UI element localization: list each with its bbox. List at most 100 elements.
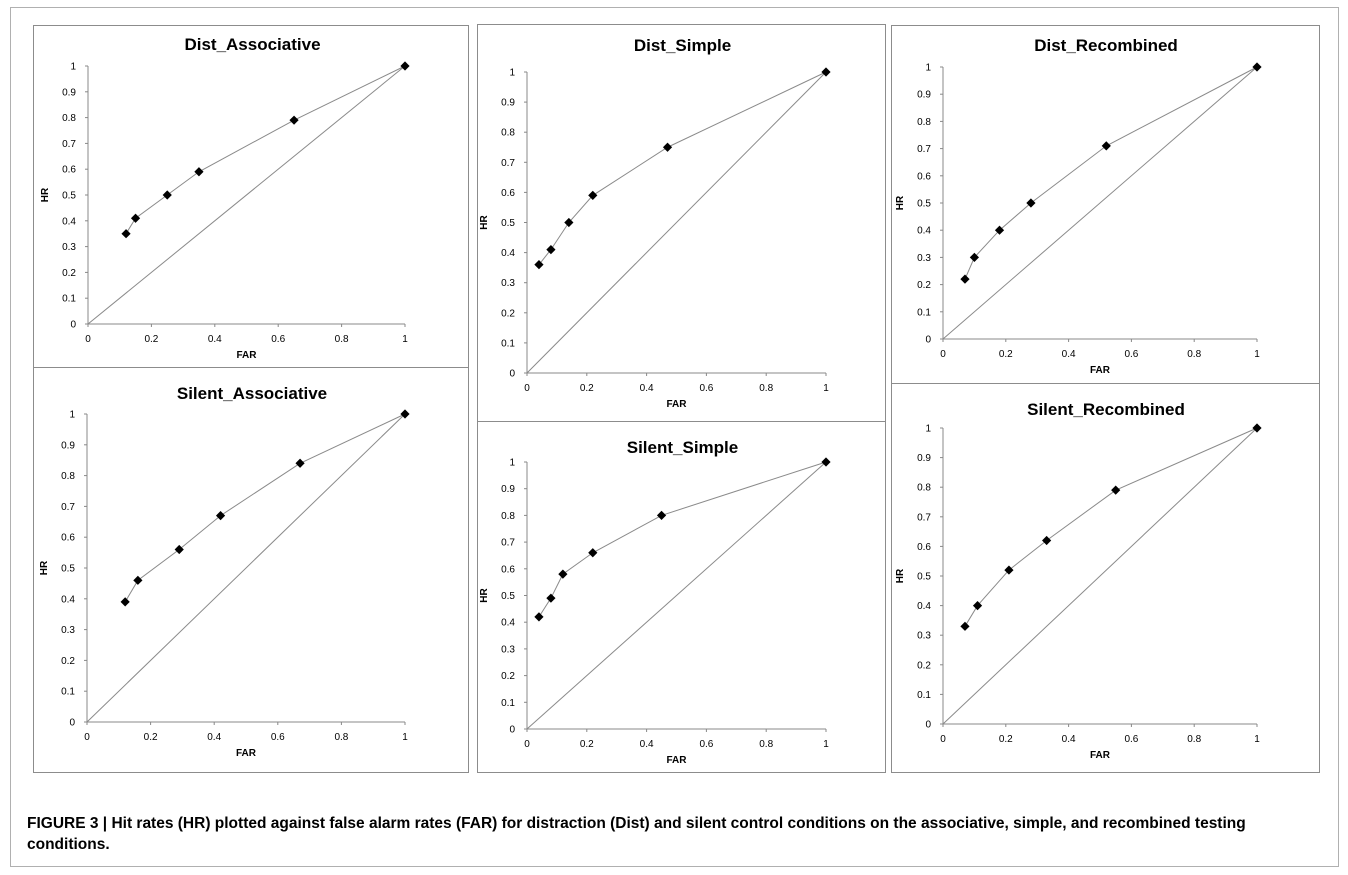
series-line bbox=[964, 427, 1258, 627]
figure-frame bbox=[10, 7, 1339, 867]
y-tick-label: 0.2 bbox=[917, 660, 931, 671]
y-tick-label: 0 bbox=[509, 725, 515, 736]
y-tick-label: 0.2 bbox=[917, 280, 931, 291]
x-tick-label: 0 bbox=[940, 349, 946, 360]
y-tick-label: 0.4 bbox=[61, 594, 75, 605]
y-tick-label: 0.1 bbox=[917, 307, 931, 318]
y-tick-label: 0.3 bbox=[501, 644, 515, 655]
x-tick-label: 0.2 bbox=[580, 739, 594, 750]
y-tick-label: 1 bbox=[509, 458, 515, 469]
x-tick-label: 0.4 bbox=[207, 732, 221, 743]
y-tick-label: 0.3 bbox=[501, 278, 515, 289]
data-point-marker bbox=[215, 511, 226, 521]
x-tick-label: 0 bbox=[940, 734, 946, 745]
chart-title: Silent_Recombined bbox=[1027, 400, 1185, 419]
y-tick-label: 0 bbox=[69, 718, 75, 729]
y-tick-label: 0.6 bbox=[501, 188, 515, 199]
x-tick-label: 0.4 bbox=[640, 739, 654, 750]
y-tick-label: 0.9 bbox=[917, 453, 931, 464]
y-tick-label: 0.8 bbox=[501, 128, 515, 139]
y-tick-label: 0.9 bbox=[501, 98, 515, 109]
data-point-marker bbox=[546, 244, 556, 255]
chart-svg: Silent_Recombined 0 0.1 0.2 0.3 0.4 0.5 0.6 0.7 0… bbox=[895, 400, 1262, 761]
y-tick-label: 1 bbox=[509, 68, 515, 79]
chart-panel-dist-recombined: Dist_Recombined 0 0.1 0.2 0.3 0.4 0.5 0.6 0.7 0.8… bbox=[891, 25, 1320, 384]
chart-title: Silent_Associative bbox=[177, 384, 327, 403]
x-tick-label: 0.8 bbox=[1187, 734, 1201, 745]
y-axis-label: HR bbox=[479, 588, 490, 603]
data-point-marker bbox=[821, 457, 831, 467]
y-tick-label: 0.6 bbox=[917, 542, 931, 553]
series-line bbox=[538, 461, 827, 618]
y-tick-label: 1 bbox=[925, 63, 931, 74]
y-tick-label: 0.1 bbox=[501, 338, 515, 349]
x-tick-label: 0.6 bbox=[271, 732, 285, 743]
x-tick-label: 0.6 bbox=[271, 334, 285, 345]
data-point-marker bbox=[558, 569, 568, 579]
y-tick-label: 0.4 bbox=[501, 248, 515, 259]
x-tick-label: 0.8 bbox=[335, 334, 349, 345]
figure-caption: FIGURE 3 | Hit rates (HR) plotted agains… bbox=[27, 813, 1317, 855]
data-point-marker bbox=[1042, 535, 1052, 546]
data-point-marker bbox=[130, 213, 141, 223]
x-tick-label: 0.4 bbox=[1062, 734, 1076, 745]
y-tick-label: 0.2 bbox=[501, 308, 515, 319]
series-line bbox=[964, 66, 1258, 280]
y-tick-label: 0.8 bbox=[917, 483, 931, 494]
series-line bbox=[125, 65, 406, 234]
data-point-marker bbox=[960, 621, 970, 631]
x-tick-label: 0.2 bbox=[144, 334, 158, 345]
data-point-marker bbox=[1101, 141, 1111, 151]
x-axis-label: FAR bbox=[667, 399, 688, 410]
x-tick-label: 0.8 bbox=[759, 739, 773, 750]
y-tick-label: 0.8 bbox=[61, 471, 75, 482]
y-tick-label: 0.9 bbox=[917, 90, 931, 101]
y-tick-label: 0.4 bbox=[917, 601, 931, 612]
data-point-marker bbox=[162, 190, 172, 200]
x-tick-label: 0.4 bbox=[208, 334, 222, 345]
data-point-marker bbox=[295, 458, 305, 468]
y-tick-label: 0.8 bbox=[501, 511, 515, 522]
data-point-marker bbox=[656, 510, 667, 520]
chart-panel-silent-simple: Silent_Simple 0 0.1 0.2 0.3 0.4 0.5 0.6 0.7 0.8 0.… bbox=[477, 421, 886, 773]
x-tick-label: 0.2 bbox=[580, 383, 594, 394]
chart-title: Dist_Simple bbox=[634, 36, 731, 55]
chart-title: Dist_Recombined bbox=[1034, 36, 1178, 55]
x-axis-label: FAR bbox=[1090, 365, 1111, 376]
data-point-marker bbox=[960, 274, 970, 284]
y-tick-label: 0 bbox=[70, 320, 76, 331]
y-tick-label: 0 bbox=[925, 720, 931, 731]
y-tick-label: 0.1 bbox=[62, 294, 76, 305]
chart-svg: Dist_Recombined 0 0.1 0.2 0.3 0.4 0.5 0.6 0.7 0.8… bbox=[895, 36, 1262, 376]
x-tick-label: 1 bbox=[1254, 734, 1260, 745]
y-tick-label: 0 bbox=[925, 335, 931, 346]
x-tick-label: 0 bbox=[524, 739, 530, 750]
series-line bbox=[124, 413, 406, 603]
y-tick-label: 0.7 bbox=[62, 139, 76, 150]
y-tick-label: 0.7 bbox=[61, 502, 75, 513]
chart-svg: Silent_Simple 0 0.1 0.2 0.3 0.4 0.5 0.6 0.7 0.8 0.… bbox=[479, 438, 831, 766]
y-tick-label: 0.9 bbox=[62, 87, 76, 98]
y-tick-label: 0.1 bbox=[917, 690, 931, 701]
data-point-marker bbox=[546, 593, 556, 603]
chart-svg: Silent_Associative 0 0.1 0.2 0.3 0.4 0.5 0.6 0.7… bbox=[39, 384, 410, 759]
chart-panel-dist-simple: Dist_Simple 0 0.1 0.2 0.3 0.4 0.5 0.6 0.7 0.8 0.9 1… bbox=[477, 24, 886, 422]
x-tick-label: 0 bbox=[85, 334, 91, 345]
y-tick-label: 0.5 bbox=[61, 564, 75, 575]
y-tick-label: 1 bbox=[70, 62, 76, 73]
chance-diagonal-line bbox=[942, 66, 1258, 340]
x-tick-label: 0.8 bbox=[1187, 349, 1201, 360]
y-tick-label: 0.8 bbox=[917, 117, 931, 128]
chance-diagonal-line bbox=[526, 71, 827, 374]
y-tick-label: 0.1 bbox=[61, 687, 75, 698]
x-tick-label: 0.2 bbox=[999, 349, 1013, 360]
y-tick-label: 0.5 bbox=[501, 591, 515, 602]
chart-panel-dist-associative: Dist_Associative 0 0.1 0.2 0.3 0.4 0.5 0.6 0.7 0.… bbox=[33, 25, 469, 368]
x-axis-label: FAR bbox=[1090, 750, 1111, 761]
y-tick-label: 0.5 bbox=[62, 191, 76, 202]
x-tick-label: 0.8 bbox=[759, 383, 773, 394]
y-tick-label: 0.9 bbox=[61, 440, 75, 451]
x-tick-label: 1 bbox=[823, 739, 829, 750]
data-point-marker bbox=[1026, 198, 1036, 208]
y-tick-label: 0.2 bbox=[61, 656, 75, 667]
